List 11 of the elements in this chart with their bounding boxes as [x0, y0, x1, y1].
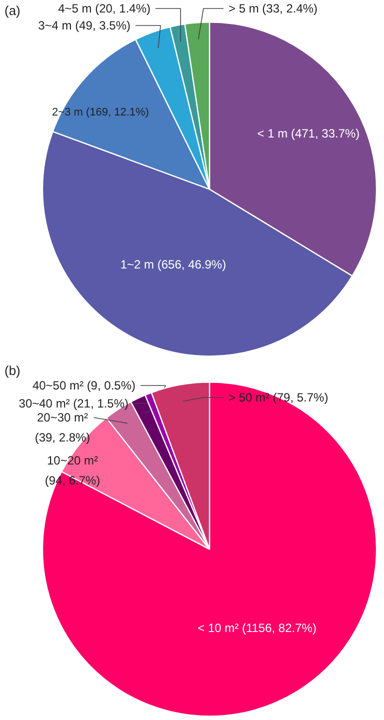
slice-label: 3~4 m (49, 3.5%)	[38, 18, 131, 32]
chart-title: (a)	[4, 3, 20, 18]
slice-label: > 50 m² (79, 5.7%)	[228, 390, 328, 404]
slice-label: 40~50 m² (9, 0.5%)	[32, 378, 136, 392]
slice-label: < 1 m (471, 33.7%)	[257, 126, 360, 141]
slice-label: > 5 m (33, 2.4%)	[228, 2, 318, 16]
slice-label: < 10 m² (1156, 82.7%)	[198, 620, 316, 635]
chart-title: (b)	[4, 363, 20, 378]
slice-label: 1~2 m (656, 46.9%)	[120, 257, 226, 272]
slice-label: 30~40 m² (21, 1.5%)	[18, 396, 129, 410]
slice-label: 4~5 m (20, 1.4%)	[58, 2, 151, 16]
